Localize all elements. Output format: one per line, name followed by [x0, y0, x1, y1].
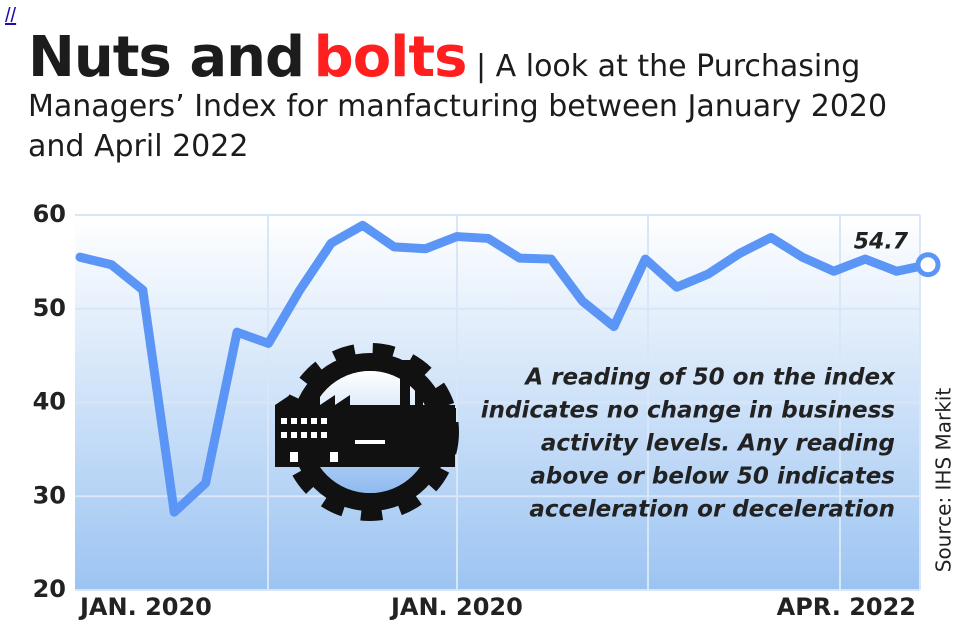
- x-tick-label: JAN. 2020: [78, 593, 212, 621]
- x-tick-label: JAN. 2020: [389, 593, 523, 621]
- end-marker: [915, 252, 941, 278]
- factory-icon: [275, 343, 459, 521]
- y-tick-label: 50: [33, 294, 66, 322]
- annotation-line: A reading of 50 on the index: [523, 365, 896, 391]
- annotation-line: acceleration or deceleration: [529, 497, 895, 523]
- title-highlight: bolts: [313, 25, 468, 90]
- y-tick-label: 60: [33, 200, 66, 228]
- subtitle: | A look at the Purchasing Managers’ Ind…: [28, 49, 888, 164]
- y-tick-label: 20: [33, 575, 66, 603]
- header: Nuts and bolts | A look at the Purchasin…: [28, 30, 928, 167]
- annotation-line: above or below 50 indicates: [530, 464, 895, 490]
- line: [75, 220, 933, 517]
- title: Nuts and: [28, 25, 305, 90]
- x-tick-label: APR. 2022: [777, 593, 916, 621]
- y-tick-label: 40: [33, 388, 66, 416]
- annotation-line: indicates no change in business: [481, 398, 895, 424]
- source: Source: IHS Markit: [932, 388, 956, 573]
- annotation-line: activity levels. Any reading: [541, 431, 895, 457]
- y-tick-label: 30: [33, 481, 66, 509]
- link[interactable]: //: [5, 5, 17, 27]
- data-label: 54.7: [854, 230, 909, 255]
